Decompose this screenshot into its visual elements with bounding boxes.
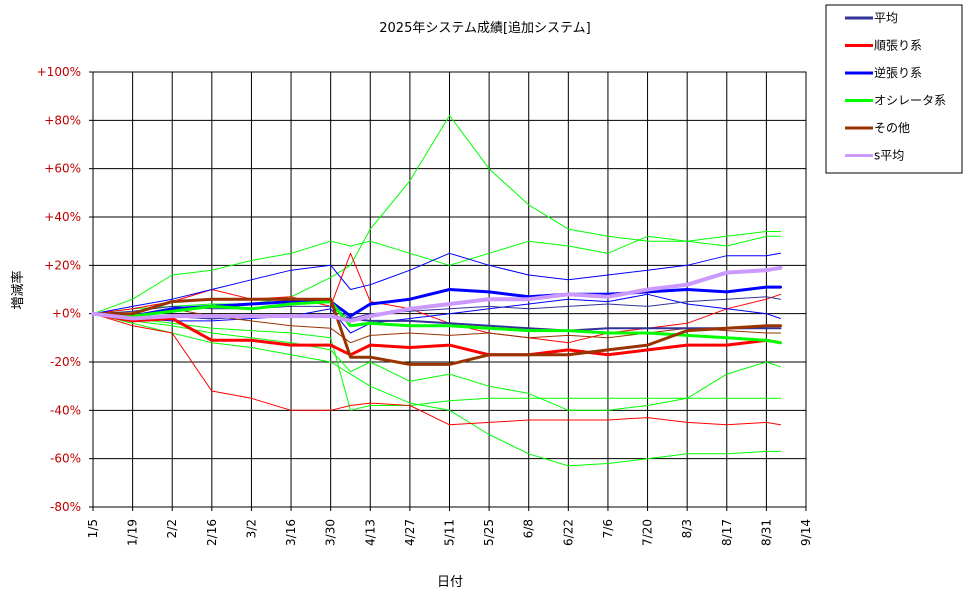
x-tick-label: 2/2	[165, 519, 179, 538]
series-line-detail	[92, 115, 781, 315]
y-axis-label: 増減率	[10, 270, 26, 309]
y-tick-label: +20%	[44, 258, 81, 272]
series-line-s平均	[91, 265, 783, 323]
series-line-オシレータ系	[91, 300, 782, 345]
x-tick-label: 9/14	[799, 519, 813, 546]
y-tick-label: +100%	[37, 65, 81, 79]
x-tick-label: 4/13	[363, 519, 377, 546]
x-axis-label: 日付	[437, 575, 463, 590]
x-tick-label: 7/20	[641, 519, 655, 546]
legend-label: s平均	[874, 149, 904, 163]
y-tick-labels: +100% +80% +60% +40% +20% +0% -20% -40% -60% -80%	[37, 65, 81, 514]
x-tick-label: 7/6	[601, 519, 615, 538]
x-tick-label: 6/22	[561, 519, 575, 546]
y-tick-label: -40%	[50, 403, 81, 417]
series-line-detail	[92, 313, 781, 467]
x-tick-label: 8/31	[759, 519, 773, 546]
series-line-detail	[92, 313, 781, 411]
y-tick-label: -80%	[50, 500, 81, 514]
legend-label: 平均	[874, 11, 898, 25]
series-line-detail	[92, 296, 781, 319]
legend-label: 逆張り系	[874, 65, 922, 80]
x-tick-label: 4/27	[403, 519, 417, 546]
x-tick-label: 1/5	[86, 519, 100, 538]
legend-label: その他	[874, 121, 910, 135]
legend-label: 順張り系	[874, 39, 922, 53]
x-tick-label: 6/8	[522, 519, 536, 538]
x-tick-label: 5/11	[443, 519, 457, 546]
y-tick-label: -20%	[50, 355, 81, 369]
series-lines	[91, 115, 783, 467]
y-tick-label: +0%	[52, 307, 81, 321]
x-tick-labels: 1/5 1/19 2/2 2/16 3/2 3/16 3/30 4/13 4/27 5/11 5/2…	[86, 519, 813, 546]
y-tick-label: +40%	[44, 210, 81, 224]
series-line-その他	[91, 297, 782, 366]
series-line-detail	[92, 235, 781, 315]
x-tick-label: 1/19	[126, 519, 140, 546]
x-tick-label: 8/3	[680, 519, 694, 538]
x-tick-label: 8/17	[720, 519, 734, 546]
x-tick-label: 3/16	[284, 519, 298, 546]
gridlines	[89, 71, 807, 511]
series-line-detail	[92, 313, 781, 426]
x-tick-label: 2/16	[205, 519, 219, 546]
y-tick-label: -60%	[50, 452, 81, 466]
x-tick-label: 3/30	[324, 519, 338, 546]
legend-box	[825, 4, 963, 174]
series-line-detail	[92, 252, 781, 315]
y-tick-label: +60%	[44, 162, 81, 176]
series-line-順張り系	[91, 312, 782, 357]
y-tick-label: +80%	[44, 113, 81, 127]
series-line-detail	[92, 313, 781, 411]
chart-title: 2025年システム成績[追加システム]	[379, 20, 590, 36]
x-tick-label: 3/2	[244, 519, 258, 538]
legend-label: オシレータ系	[874, 94, 946, 108]
x-tick-label: 5/25	[482, 519, 496, 546]
